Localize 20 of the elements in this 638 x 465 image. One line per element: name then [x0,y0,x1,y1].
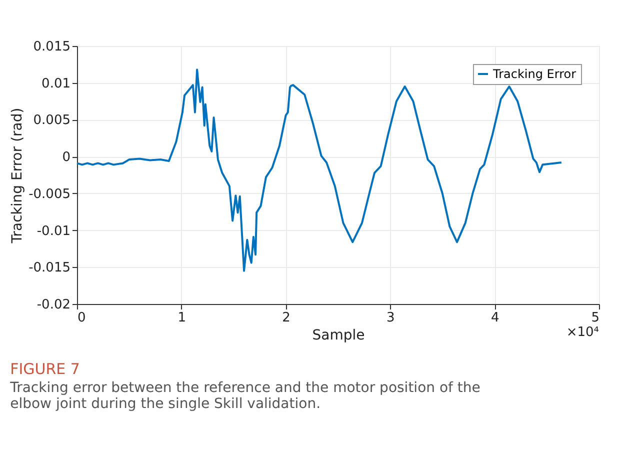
y-tick-label: 0.01 [42,76,70,92]
y-tick-label: -0.02 [36,298,70,312]
y-tick-label: -0.005 [28,186,70,202]
x-tick-label: 2 [282,310,290,326]
caption: FIGURE 7 [10,360,80,378]
x-tick-label: 1 [178,310,186,326]
legend-label: Tracking Error [492,67,576,81]
text: Tracking error between the reference and the motor position of the elbow joint during the single Skill validation. [9,380,480,412]
x-axis-title: Sample [312,328,365,344]
x-tick-label: 0 [78,310,86,326]
x-tick-label: 3 [386,310,395,326]
y-axis-title: Tracking Error (rad) [10,108,26,244]
y-tick-label: 0.015 [33,40,70,54]
y-tick-label: -0.01 [36,224,70,239]
y-tick-label: 0 [62,150,70,166]
x-tick-label: 5 [591,310,600,326]
y-tick-label: -0.015 [28,260,70,276]
text: ×10⁴ [566,325,599,340]
y-tick-label: 0.005 [33,113,70,128]
x-tick-label: 4 [490,310,500,326]
